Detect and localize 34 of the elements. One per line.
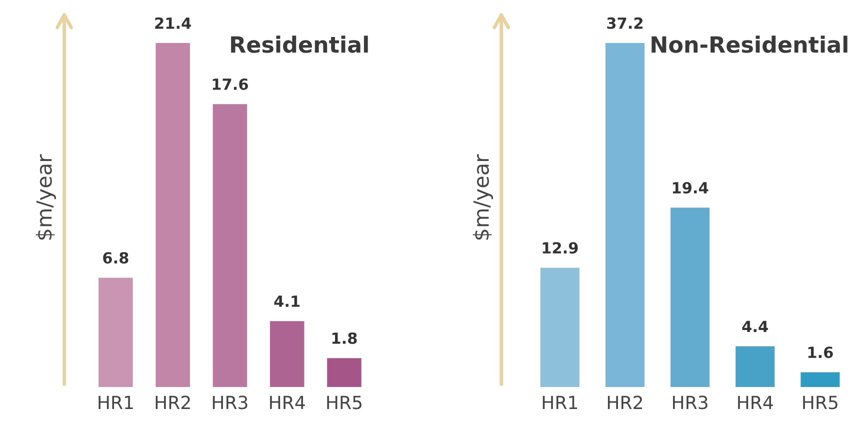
data-label: 1.8 [332,332,357,344]
data-label: 4.4 [742,320,768,332]
x-tick-label: HR5 [327,396,362,410]
x-tick-label: HR2 [156,396,190,410]
chart-title: Non-Residential [652,36,848,53]
data-label: 1.6 [808,346,833,358]
bar [670,208,710,387]
x-tick-label: HR3 [673,396,708,410]
bar [156,43,190,387]
x-tick-label: HR1 [542,396,578,410]
bar [212,104,248,387]
y-axis-title: $m/year [472,154,494,240]
y-axis-title: $m/year [36,154,56,240]
data-label: 37.2 [607,17,642,29]
data-label: 19.4 [672,182,708,194]
data-label: 21.4 [155,17,191,29]
bar [800,372,840,387]
bar [270,321,304,387]
x-tick-label: HR2 [608,396,642,410]
data-label: 17.6 [212,78,248,90]
data-label: 12.9 [542,242,578,254]
x-tick-label: HR1 [98,396,133,410]
x-tick-label: HR3 [212,396,248,410]
bar [540,268,580,387]
bar [327,358,362,387]
bar [736,346,775,387]
chart-title: Residential [231,36,368,53]
bar [605,43,644,387]
x-tick-label: HR4 [270,396,305,410]
data-label: 4.1 [274,296,300,307]
data-label: 6.8 [103,252,128,264]
x-tick-label: HR4 [738,396,773,410]
bar [98,278,133,387]
x-tick-label: HR5 [803,396,838,410]
